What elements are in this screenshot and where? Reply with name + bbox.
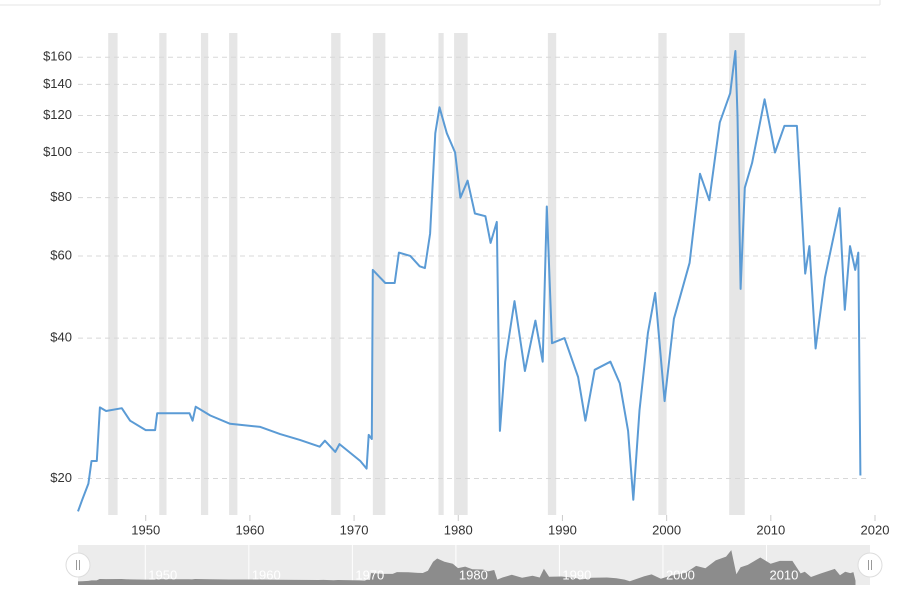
recession-band — [454, 33, 468, 515]
navigator-label: 1970 — [355, 567, 384, 582]
navigator-label: 1980 — [459, 567, 488, 582]
y-tick-label: $120 — [43, 107, 72, 122]
navigator-handle[interactable] — [857, 552, 883, 578]
recession-band — [331, 33, 341, 515]
recession-band — [729, 33, 745, 515]
y-tick-label: $40 — [50, 330, 72, 345]
navigator-label: 1960 — [252, 567, 281, 582]
x-tick-label: 1950 — [131, 522, 160, 537]
x-tick-label: 2000 — [652, 522, 681, 537]
recession-band — [438, 33, 444, 515]
navigator-label: 1950 — [148, 567, 177, 582]
x-tick-label: 2020 — [861, 522, 890, 537]
x-tick-label: 1990 — [548, 522, 577, 537]
y-tick-label: $100 — [43, 144, 72, 159]
navigator-handle[interactable] — [65, 552, 91, 578]
navigator-label: 1990 — [562, 567, 591, 582]
navigator-area — [78, 550, 856, 585]
recession-band — [229, 33, 238, 515]
navigator-label: 2010 — [769, 567, 798, 582]
recession-band — [108, 33, 118, 515]
recession-band — [159, 33, 167, 515]
y-tick-label: $80 — [50, 189, 72, 204]
navigator-label: 2000 — [666, 567, 695, 582]
recession-band — [372, 33, 386, 515]
recession-band — [547, 33, 557, 515]
y-tick-label: $60 — [50, 247, 72, 262]
price-line — [77, 50, 862, 512]
y-tick-label: $140 — [43, 76, 72, 91]
y-tick-label: $20 — [50, 470, 72, 485]
x-tick-label: 1980 — [444, 522, 473, 537]
recession-band — [658, 33, 667, 515]
x-tick-label: 1970 — [340, 522, 369, 537]
recession-band — [200, 33, 209, 515]
x-tick-label: 1960 — [235, 522, 264, 537]
y-tick-label: $160 — [43, 49, 72, 64]
x-tick-label: 2010 — [756, 522, 785, 537]
